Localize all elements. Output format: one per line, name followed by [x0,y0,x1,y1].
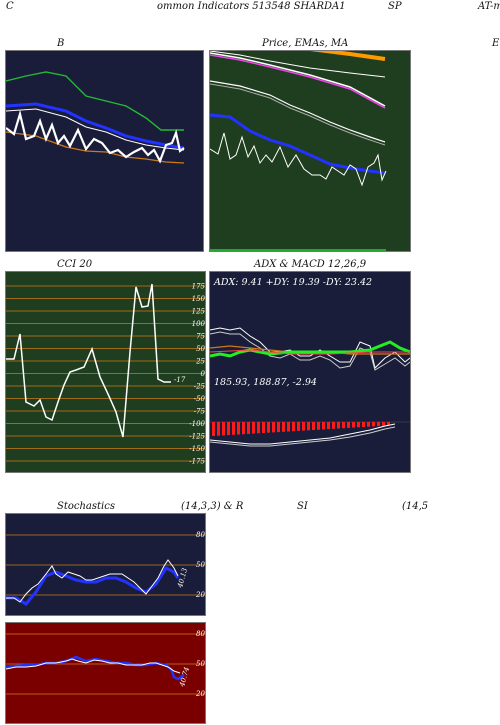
rsi-title: SI [297,501,308,512]
macd-histogram-bar [327,422,330,430]
cci-current-value: -17 [174,376,186,384]
cci-level-label: 150 [192,295,206,303]
macd-histogram-bar [217,422,220,436]
macd-histogram-bar [382,422,385,426]
macd-histogram-bar [367,422,370,427]
cci-level-label: 25 [195,358,205,366]
macd-histogram-bar [232,422,235,435]
cci-level-label: -25 [194,383,206,391]
rsi-level-20: 20 [195,690,205,698]
rsi-panel: 80 50 20 40.74 [5,622,206,724]
macd-histogram-bar [237,422,240,435]
macd-histogram-bar [347,422,350,428]
cci-level-label: -100 [189,420,205,428]
cci-level-label: -175 [189,458,205,466]
stoch-level-50: 50 [196,561,205,569]
cci-level-label: -150 [189,445,205,453]
macd-histogram-bar [307,422,310,431]
stochastics-params: (14,3,3) & R [181,501,244,512]
macd-histogram-bar [242,422,245,435]
right-stub-title: E [492,38,500,49]
cci-level-label: 50 [196,345,205,353]
macd-histogram-bar [352,422,355,428]
macd-histogram-bar [317,422,320,430]
adx-macd-chart: ADX: 9.41 +DY: 19.39 -DY: 23.42 185.93, … [210,277,410,447]
bollinger-panel [5,50,204,252]
moving-avg-title: Price, EMAs, MA [262,38,349,49]
stochastics-title: Stochastics [57,501,115,512]
cci-level-label: 100 [192,320,206,328]
macd-histogram-bar [322,422,325,430]
macd-histogram-bar [342,422,345,429]
macd-histogram-bar [302,422,305,431]
cci-panel: 175 150 125 100 75 50 25 0 -25 -50 -75 -100 -125 -150… [5,271,206,473]
macd-histogram-bar [262,422,265,433]
rsi-chart: 80 50 20 40.74 [6,630,205,698]
macd-histogram-bar [357,422,360,428]
macd-histogram-bar [212,422,215,436]
cci-level-label: 125 [192,308,206,316]
rsi-params: (14,5 [402,501,429,512]
adx-macd-panel: ADX: 9.41 +DY: 19.39 -DY: 23.42 185.93, … [209,271,411,473]
cci-level-label: 175 [192,283,206,291]
macd-histogram-bar [272,422,275,433]
page-title: ommon Indicators 513548 SHARDA1 [157,1,346,12]
stoch-level-80: 80 [196,531,205,539]
macd-histogram-bar [282,422,285,432]
macd-histogram-bar [292,422,295,432]
moving-avg-panel [209,50,411,252]
header-mid-fragment: SP [388,1,402,12]
macd-histogram-bar [337,422,340,429]
cci-chart: 175 150 125 100 75 50 25 0 -25 -50 -75 -100 -125 -150… [6,283,206,466]
macd-histogram-bar [222,422,225,436]
stochastics-chart: 80 50 20 40.13 [6,531,205,606]
cci-level-label: 75 [196,333,205,341]
header-right-fragment: AT-m [478,1,500,12]
bollinger-title: B [57,38,65,49]
macd-histogram-bar [297,422,300,431]
macd-histogram-bar [362,422,365,427]
macd-histogram-bar [277,422,280,433]
stochastics-panel: 80 50 20 40.13 [5,513,206,616]
cci-level-label: 0 [201,370,206,378]
cci-level-label: -125 [189,433,205,441]
stoch-level-20: 20 [195,591,205,599]
macd-histogram-bar [372,422,375,427]
adx-readout: ADX: 9.41 +DY: 19.39 -DY: 23.42 [213,277,372,288]
rsi-level-50: 50 [196,660,205,668]
adx-macd-title: ADX & MACD 12,26,9 [254,259,367,270]
watermark: MunafaSutra.com [215,588,475,622]
stoch-current-value: 40.13 [176,567,189,590]
macd-histogram-bar [332,422,335,429]
header-left-fragment: C [6,1,14,12]
macd-histogram-bar [312,422,315,430]
rsi-level-80: 80 [196,630,205,638]
bollinger-chart [6,71,185,164]
macd-histogram-bar [287,422,290,432]
macd-histogram-bar [387,422,390,426]
cci-title: CCI 20 [57,259,93,270]
rsi-current-value: 40.74 [178,666,191,688]
cci-level-label: -50 [194,395,206,403]
macd-histogram-bar [247,422,250,434]
moving-avg-chart [210,51,387,251]
cci-level-label: -75 [194,408,206,416]
macd-histogram-bar [267,422,270,433]
macd-histogram-bar [257,422,260,434]
macd-histogram-bar [252,422,255,434]
macd-histogram-bar [227,422,230,436]
macd-histogram-bar [377,422,380,427]
macd-readout: 185.93, 188.87, -2.94 [214,377,317,388]
